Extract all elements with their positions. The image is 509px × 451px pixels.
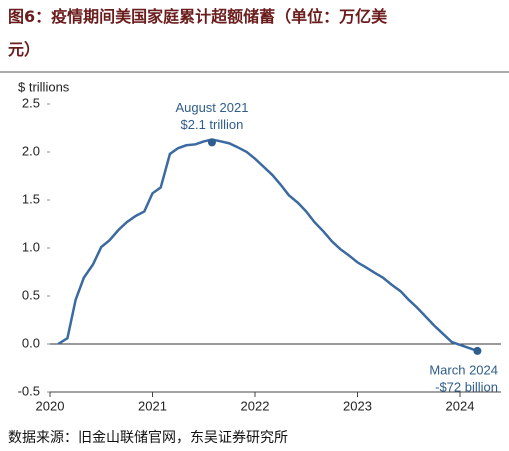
chart-title: 图6：疫情期间美国家庭累计超额储蓄（单位：万亿美 xyxy=(8,7,388,26)
source: 数据来源：旧金山联储官网，东吴证券研究所 xyxy=(8,430,288,446)
y-tick-label: 0.5 xyxy=(22,287,40,302)
annotation: August 2021 xyxy=(175,100,248,115)
y-tick-label: 1.0 xyxy=(22,239,40,254)
x-tick-label: 2022 xyxy=(241,398,270,413)
annotation: March 2024 xyxy=(429,362,498,377)
y-tick-label: 1.5 xyxy=(22,191,40,206)
x-tick-label: 2020 xyxy=(36,398,65,413)
y-tick-label: 0.0 xyxy=(22,335,40,350)
x-tick-label: 2024 xyxy=(446,398,475,413)
y-tick-label: 2.0 xyxy=(22,143,40,158)
y-axis-label: $ trillions xyxy=(18,79,70,94)
y-tick-label: -0.5 xyxy=(18,383,40,398)
line xyxy=(57,138,478,353)
annotation: -$72 billion xyxy=(435,379,498,394)
x-tick-label: 2023 xyxy=(343,398,372,413)
annotation: $2.1 trillion xyxy=(181,117,244,132)
annotation-marker xyxy=(473,346,482,355)
y-tick-label: 2.5 xyxy=(22,95,40,110)
annotation-marker xyxy=(207,138,216,147)
chart-title: 元） xyxy=(8,40,40,59)
x-tick-label: 2021 xyxy=(138,398,167,413)
